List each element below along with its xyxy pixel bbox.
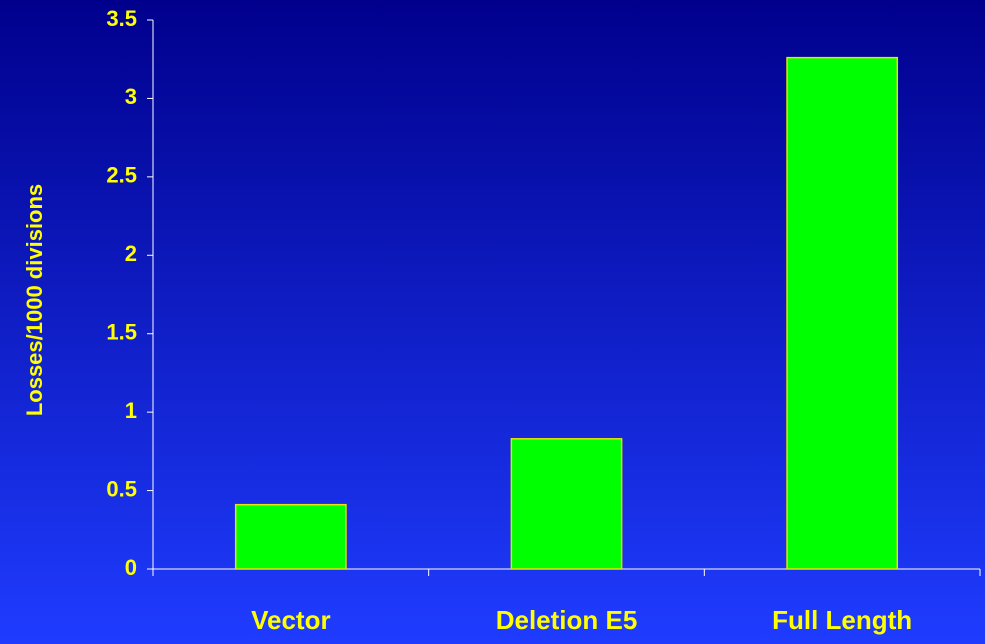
bar — [786, 56, 899, 570]
x-tick-label: Full Length — [772, 605, 912, 635]
y-tick-label: 1 — [125, 398, 137, 423]
y-tick-label: 0.5 — [106, 476, 137, 501]
y-tick-label: 1.5 — [106, 320, 137, 345]
x-tick-label: Vector — [251, 605, 331, 635]
x-tick-label: Deletion E5 — [496, 605, 638, 635]
y-tick-label: 2 — [125, 241, 137, 266]
bar — [510, 438, 623, 570]
y-tick-label: 2.5 — [106, 163, 137, 188]
y-tick-label: 0 — [125, 555, 137, 580]
y-axis-label: Losses/1000 divisions — [22, 184, 47, 416]
bar — [234, 503, 347, 570]
y-tick-label: 3 — [125, 84, 137, 109]
y-tick-label: 3.5 — [106, 6, 137, 31]
